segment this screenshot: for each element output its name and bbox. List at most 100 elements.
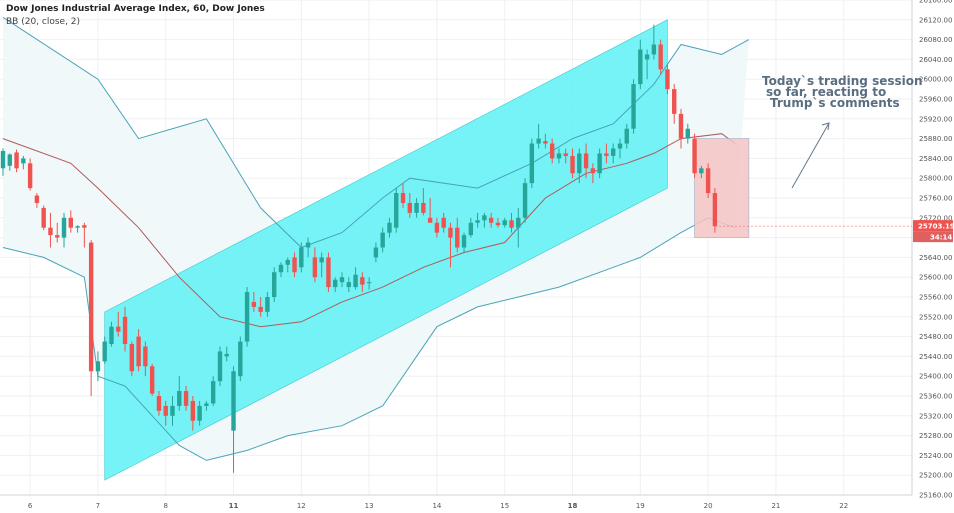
candle-body <box>549 143 555 159</box>
candle-body <box>346 282 351 288</box>
candle-body <box>611 148 616 156</box>
candle-body <box>570 155 575 174</box>
candle-body <box>55 235 60 238</box>
candle-body <box>170 405 175 416</box>
annotation-line: so far, reacting to <box>766 85 886 99</box>
candle-body <box>88 242 94 372</box>
y-tick-label: 25520.00 <box>919 313 952 321</box>
candle-body <box>414 202 419 213</box>
annotation-line: Trump`s comments <box>770 96 900 110</box>
candle-body <box>380 232 385 248</box>
candle-body <box>624 128 629 144</box>
candle-body <box>455 227 460 248</box>
candle-body <box>163 405 168 416</box>
candle-body <box>183 391 189 406</box>
candle-body <box>75 226 80 228</box>
candle-body <box>333 279 338 288</box>
y-tick-label: 26160.00 <box>919 0 952 5</box>
x-tick-label: 18 <box>568 502 578 510</box>
candle-body <box>0 150 6 169</box>
y-tick-label: 25440.00 <box>919 353 952 361</box>
candle-body <box>339 277 345 283</box>
candle-body <box>400 193 406 203</box>
y-tick-label: 26080.00 <box>919 36 952 44</box>
x-tick-label: 21 <box>771 502 780 510</box>
candle-body <box>556 153 562 159</box>
x-tick-label: 22 <box>839 502 848 510</box>
candle-body <box>21 158 26 164</box>
candle-body <box>116 326 121 332</box>
candle-body <box>231 371 236 431</box>
candle-body <box>305 242 311 248</box>
y-tick-label: 25240.00 <box>919 452 952 460</box>
y-tick-label: 25640.00 <box>919 254 952 262</box>
candle-body <box>366 282 372 284</box>
bb-upper-line <box>2 16 750 249</box>
candle-body <box>7 154 12 166</box>
candle-body <box>590 168 596 174</box>
candle-body <box>672 89 677 114</box>
candle-body <box>441 217 446 228</box>
candle-body <box>522 183 528 218</box>
candle-body <box>468 222 474 236</box>
candle-body <box>292 257 297 273</box>
candle-body <box>604 153 609 156</box>
candle-body <box>177 391 182 406</box>
candle-body <box>583 153 589 169</box>
candle-body <box>122 316 128 345</box>
candle-body <box>82 225 87 228</box>
candle-body <box>278 264 284 273</box>
annotation-arrowhead <box>821 122 830 131</box>
annotation-line: Today`s trading session <box>762 74 923 88</box>
y-tick-label: 25160.00 <box>919 492 952 500</box>
x-tick-label: 7 <box>96 502 100 510</box>
candle-body <box>14 152 19 169</box>
candle-body <box>319 257 324 263</box>
candle-body <box>373 247 379 258</box>
countdown-label: 34:14 <box>930 234 952 242</box>
y-tick-label: 25760.00 <box>919 195 952 203</box>
candle-body <box>326 257 331 288</box>
candle-body <box>41 207 46 228</box>
y-tick-label: 26000.00 <box>919 76 952 84</box>
candle-body <box>685 128 690 139</box>
candle-body <box>658 44 663 70</box>
y-tick-label: 25920.00 <box>919 115 952 123</box>
candle-body <box>699 168 704 174</box>
candle-body <box>434 222 440 233</box>
x-tick-label: 14 <box>432 502 441 510</box>
candle-body <box>136 336 141 367</box>
x-tick-label: 6 <box>28 502 33 510</box>
candle-body <box>143 346 148 367</box>
x-tick-label: 12 <box>297 502 306 510</box>
candle-body <box>482 215 487 221</box>
y-tick-label: 26040.00 <box>919 56 952 64</box>
candle-body <box>495 222 501 226</box>
x-tick-label: 20 <box>704 502 713 510</box>
candle-body <box>34 195 40 203</box>
y-tick-label: 25600.00 <box>919 274 952 282</box>
candle-body <box>421 202 426 213</box>
x-tick-label: 11 <box>229 502 239 510</box>
candle-body <box>210 381 216 404</box>
candle-body <box>156 396 162 411</box>
y-tick-label: 25880.00 <box>919 135 952 143</box>
y-tick-label: 25800.00 <box>919 175 952 183</box>
candle-body <box>149 366 155 394</box>
indicator-legend: BB (20, close, 2) <box>6 17 81 27</box>
chart-title: Dow Jones Industrial Average Index, 60, … <box>6 4 265 14</box>
candle-body <box>224 353 229 357</box>
candle-body <box>204 403 209 406</box>
candle-body <box>238 341 243 377</box>
candle-body <box>272 272 277 297</box>
y-tick-label: 25480.00 <box>919 333 952 341</box>
y-tick-label: 25840.00 <box>919 155 952 163</box>
candle-body <box>61 217 67 238</box>
x-tick-label: 15 <box>500 502 509 510</box>
candle-body <box>387 222 392 233</box>
candle-body <box>705 168 711 194</box>
candle-body <box>678 113 684 139</box>
price-channel <box>104 19 668 481</box>
candle-body <box>461 235 467 248</box>
